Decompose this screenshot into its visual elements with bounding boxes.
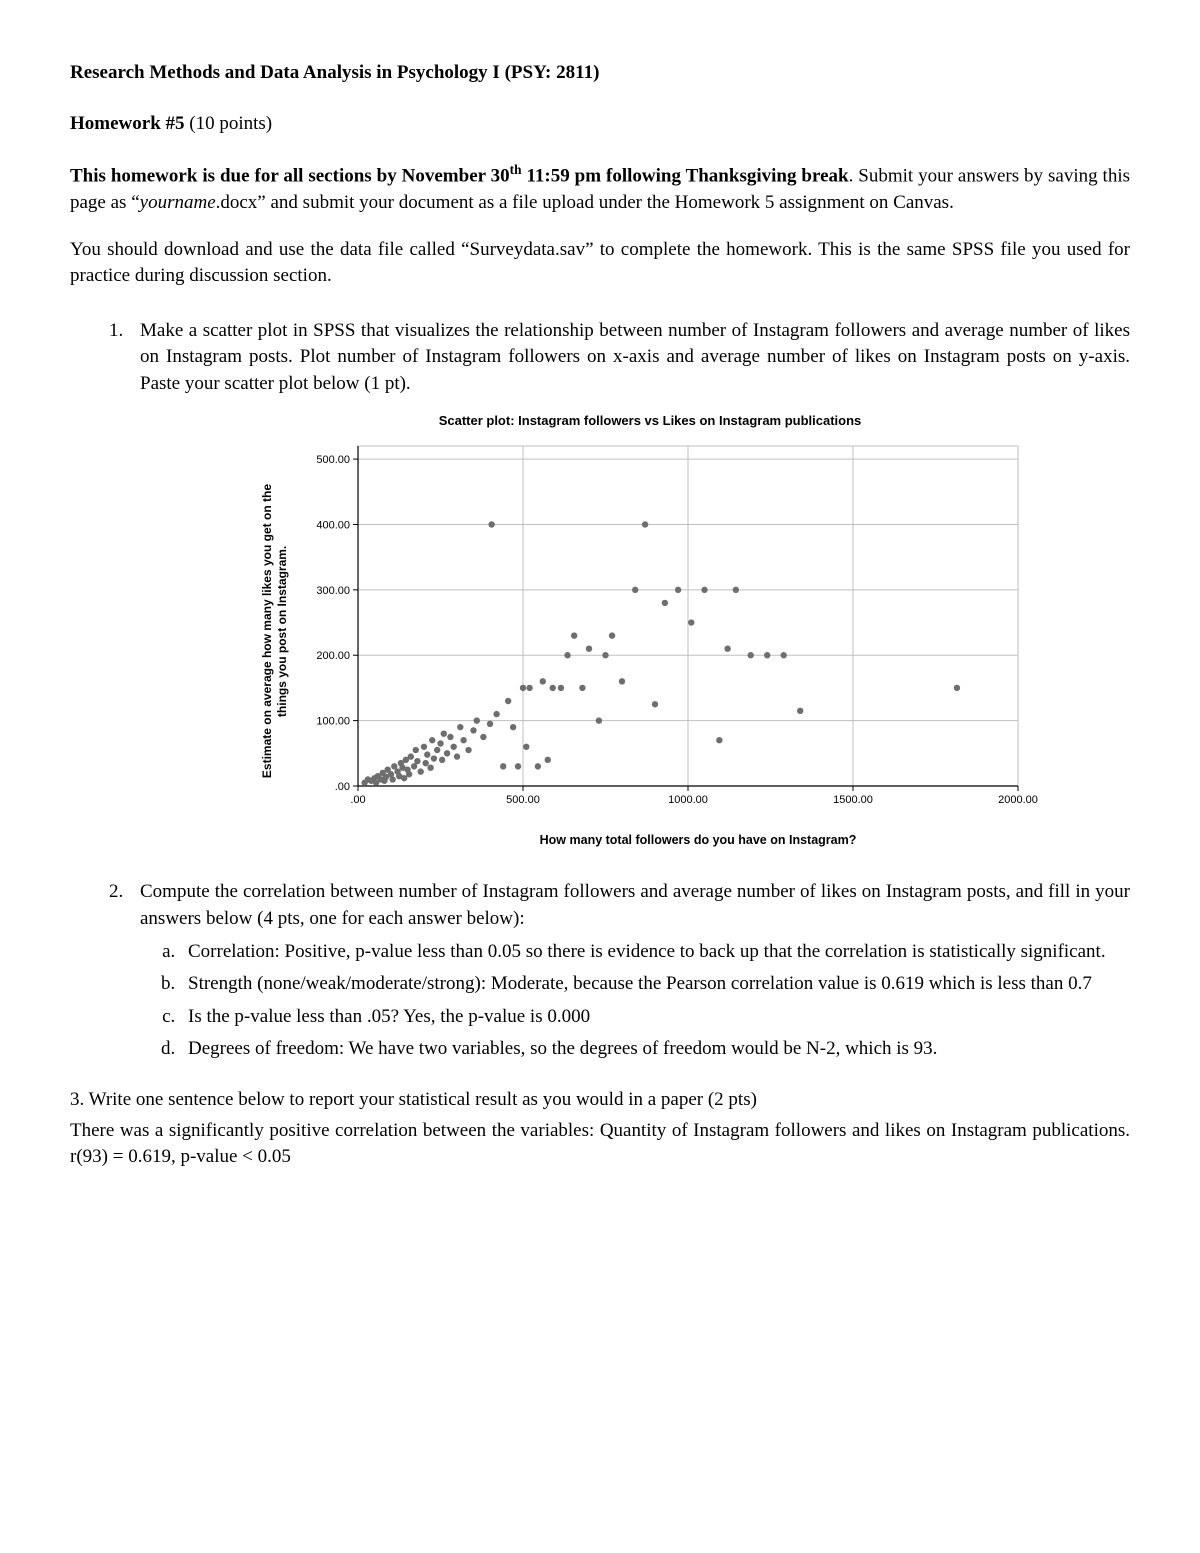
hw-number: Homework #5 <box>70 113 185 134</box>
q2a: Correlation: Positive, p-value less than… <box>180 939 1130 966</box>
instructions-para: You should download and use the data fil… <box>70 237 1130 290</box>
q2b: Strength (none/weak/moderate/strong): Mo… <box>180 971 1130 998</box>
question-1: Make a scatter plot in SPSS that visuali… <box>128 318 1130 849</box>
hw-points: (10 points) <box>185 113 273 134</box>
svg-text:300.00: 300.00 <box>316 585 350 597</box>
chart-title: Scatter plot: Instagram followers vs Lik… <box>260 412 1040 430</box>
svg-text:200.00: 200.00 <box>316 650 350 662</box>
svg-text:1000.00: 1000.00 <box>668 794 708 806</box>
svg-text:500.00: 500.00 <box>506 794 540 806</box>
question-3-block: 3. Write one sentence below to report yo… <box>70 1087 1130 1171</box>
due-paragraph: This homework is due for all sections by… <box>70 161 1130 217</box>
homework-heading: Homework #5 (10 points) <box>70 111 1130 138</box>
filename-italic: yourname <box>140 192 216 213</box>
q2c: Is the p-value less than .05? Yes, the p… <box>180 1004 1130 1031</box>
due-text-2: 11:59 pm following Thanksgiving break <box>522 166 849 187</box>
scatter-svg: .00 500.00 1000.00 1500.00 2000.00 .00 100.00 2… <box>298 436 1038 826</box>
svg-text:400.00: 400.00 <box>316 519 350 531</box>
q3-text: 3. Write one sentence below to report yo… <box>70 1087 1130 1114</box>
q3-answer: There was a significantly positive corre… <box>70 1118 1130 1171</box>
q2-lead: Compute the correlation between number o… <box>140 881 1130 929</box>
chart-xlabel: How many total followers do you have on … <box>308 832 1088 850</box>
q2d: Degrees of freedom: We have two variable… <box>180 1036 1130 1063</box>
scatter-chart: Scatter plot: Instagram followers vs Lik… <box>260 412 1130 850</box>
svg-text:1500.00: 1500.00 <box>833 794 873 806</box>
chart-ylabel: Estimate on average how many likes you g… <box>260 484 290 778</box>
q2-sublist: Correlation: Positive, p-value less than… <box>140 939 1130 1063</box>
svg-text:2000.00: 2000.00 <box>998 794 1038 806</box>
svg-text:500.00: 500.00 <box>316 454 350 466</box>
svg-text:100.00: 100.00 <box>316 715 350 727</box>
date-suffix: th <box>510 162 522 177</box>
due-text-4: .docx” and submit your document as a fil… <box>216 192 954 213</box>
svg-text:.00: .00 <box>335 781 350 793</box>
q1-text: Make a scatter plot in SPSS that visuali… <box>140 320 1130 394</box>
svg-text:.00: .00 <box>350 794 365 806</box>
course-title: Research Methods and Data Analysis in Ps… <box>70 60 1130 87</box>
question-2: Compute the correlation between number o… <box>128 879 1130 1063</box>
due-text-1: This homework is due for all sections by… <box>70 166 510 187</box>
question-list: Make a scatter plot in SPSS that visuali… <box>70 318 1130 1063</box>
